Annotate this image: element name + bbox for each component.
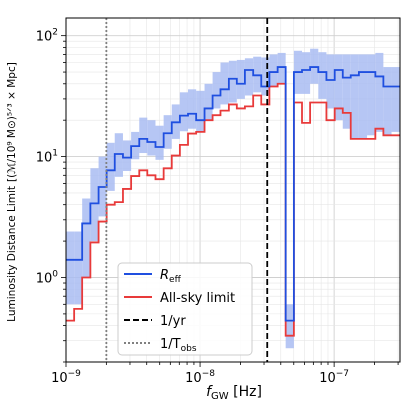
- plot-frame: [65, 17, 401, 363]
- x-tick-label: 10−7: [319, 369, 349, 386]
- x-axis-label-main: f: [206, 384, 213, 400]
- legend-label-all-sky: All-sky limit: [160, 291, 235, 306]
- y-tick-label-exponent: 2: [52, 28, 58, 38]
- band-bin: [212, 72, 221, 109]
- band-bin: [244, 58, 254, 96]
- x-tick-label-base: 10: [51, 371, 68, 386]
- y-tick-label-base: 10: [36, 151, 53, 166]
- band-bin: [188, 89, 197, 129]
- y-axis-label-text: Luminosity Distance Limit: [6, 186, 18, 322]
- legend-box: [117, 262, 253, 356]
- band-bin: [261, 57, 270, 96]
- band-bin: [383, 67, 392, 136]
- x-tick-label: 10−9: [51, 369, 81, 386]
- y-tick-label: 100: [36, 269, 59, 286]
- band-bin: [155, 125, 164, 160]
- band-bin: [204, 83, 213, 121]
- x-axis-label-unit: [Hz]: [229, 384, 262, 400]
- band-bin: [196, 90, 205, 132]
- x-tick-label-base: 10: [319, 371, 336, 386]
- y-axis-label-units: [(ℳ/10⁹ M⊙)⁵ᐟ³ × Mpc]: [6, 62, 18, 182]
- legend: Reff All-sky limit 1/yr 1/Tobs: [117, 262, 253, 356]
- reference-lines: [105, 18, 269, 362]
- x-tick-label-base: 10: [185, 371, 202, 386]
- legend-label-tobs: 1/Tobs: [160, 337, 197, 354]
- band-bin: [350, 54, 359, 139]
- band-bin: [114, 133, 123, 177]
- y-tick-label-base: 10: [36, 271, 53, 286]
- y-tick-label: 101: [36, 149, 58, 166]
- series-r-eff: [66, 66, 400, 322]
- x-axis-label: fGW [Hz]: [206, 384, 262, 402]
- band-bin: [139, 117, 148, 154]
- band-bin: [342, 54, 351, 129]
- band-bin: [220, 62, 229, 105]
- series-all-sky-limit: [66, 82, 400, 337]
- y-tick-label-base: 10: [36, 30, 53, 45]
- band-bin: [66, 231, 75, 305]
- band-bin: [391, 67, 400, 132]
- band-bin: [106, 142, 115, 191]
- band-bin: [358, 54, 368, 139]
- y-tick-label-exponent: 1: [52, 149, 58, 159]
- band-bin: [375, 52, 384, 132]
- series-layer: [66, 66, 400, 337]
- band-bin: [179, 92, 189, 132]
- band-bin: [269, 54, 278, 87]
- band-bin: [90, 168, 99, 242]
- y-tick-label: 102: [36, 28, 58, 45]
- band-bin: [122, 140, 132, 171]
- y-tick-label-exponent: 0: [52, 269, 58, 279]
- band-bin: [82, 198, 91, 278]
- x-tick-label-exponent: −9: [68, 369, 82, 379]
- band-bin: [302, 52, 311, 94]
- x-tick-label-exponent: −8: [202, 369, 216, 379]
- band-bin: [236, 59, 245, 99]
- band-bin: [285, 304, 294, 349]
- band-bin: [163, 115, 172, 149]
- band-bin: [147, 120, 156, 156]
- band-bin: [318, 52, 327, 99]
- x-axis-label-sub: GW: [211, 391, 229, 402]
- x-tick-label-exponent: −7: [336, 369, 349, 379]
- band-bin: [277, 52, 286, 84]
- x-tick-label: 10−8: [185, 369, 215, 386]
- legend-label-reff: Reff: [160, 268, 182, 285]
- band-bin: [326, 54, 335, 109]
- y-axis-label: Luminosity Distance Limit [(ℳ/10⁹ M⊙)⁵ᐟ³ …: [6, 62, 18, 322]
- band-bin: [367, 54, 376, 136]
- legend-label-1yr: 1/yr: [160, 314, 186, 329]
- band-bin: [334, 54, 343, 121]
- band-bin: [74, 231, 83, 305]
- band-bin: [228, 60, 237, 103]
